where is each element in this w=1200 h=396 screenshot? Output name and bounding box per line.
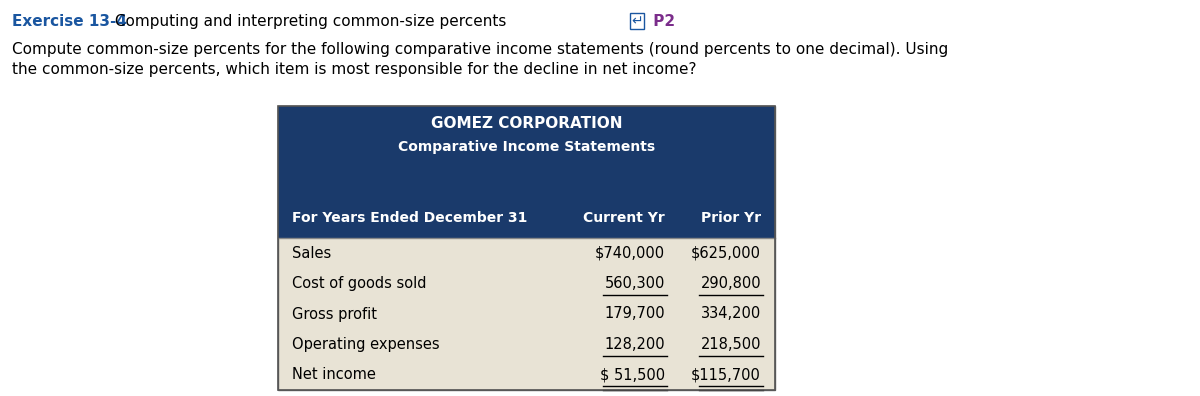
Text: the common-size percents, which item is most responsible for the decline in net : the common-size percents, which item is … bbox=[12, 62, 696, 77]
Text: For Years Ended December 31: For Years Ended December 31 bbox=[292, 211, 527, 225]
Bar bbox=[278, 106, 775, 390]
Text: Current Yr: Current Yr bbox=[583, 211, 665, 225]
Text: $ 51,500: $ 51,500 bbox=[600, 367, 665, 382]
Text: Sales: Sales bbox=[292, 246, 331, 261]
Bar bbox=[278, 106, 775, 198]
Text: $740,000: $740,000 bbox=[595, 246, 665, 261]
Text: 128,200: 128,200 bbox=[605, 337, 665, 352]
Bar bbox=[278, 198, 775, 238]
Bar bbox=[278, 106, 775, 390]
Text: 179,700: 179,700 bbox=[605, 307, 665, 322]
Text: Operating expenses: Operating expenses bbox=[292, 337, 439, 352]
Text: Exercise 13-4: Exercise 13-4 bbox=[12, 14, 127, 29]
Text: Compute common-size percents for the following comparative income statements (ro: Compute common-size percents for the fol… bbox=[12, 42, 948, 57]
Text: 334,200: 334,200 bbox=[701, 307, 761, 322]
Text: Gross profit: Gross profit bbox=[292, 307, 377, 322]
Text: ↵: ↵ bbox=[631, 14, 643, 28]
Text: Cost of goods sold: Cost of goods sold bbox=[292, 276, 426, 291]
Text: 290,800: 290,800 bbox=[701, 276, 761, 291]
Text: $115,700: $115,700 bbox=[691, 367, 761, 382]
Text: Computing and interpreting common-size percents: Computing and interpreting common-size p… bbox=[110, 14, 511, 29]
Text: $625,000: $625,000 bbox=[691, 246, 761, 261]
Text: GOMEZ CORPORATION: GOMEZ CORPORATION bbox=[431, 116, 623, 131]
Text: Prior Yr: Prior Yr bbox=[701, 211, 761, 225]
Text: 560,300: 560,300 bbox=[605, 276, 665, 291]
Text: P2: P2 bbox=[648, 14, 676, 29]
Text: Comparative Income Statements: Comparative Income Statements bbox=[398, 140, 655, 154]
Text: Net income: Net income bbox=[292, 367, 376, 382]
Text: 218,500: 218,500 bbox=[701, 337, 761, 352]
